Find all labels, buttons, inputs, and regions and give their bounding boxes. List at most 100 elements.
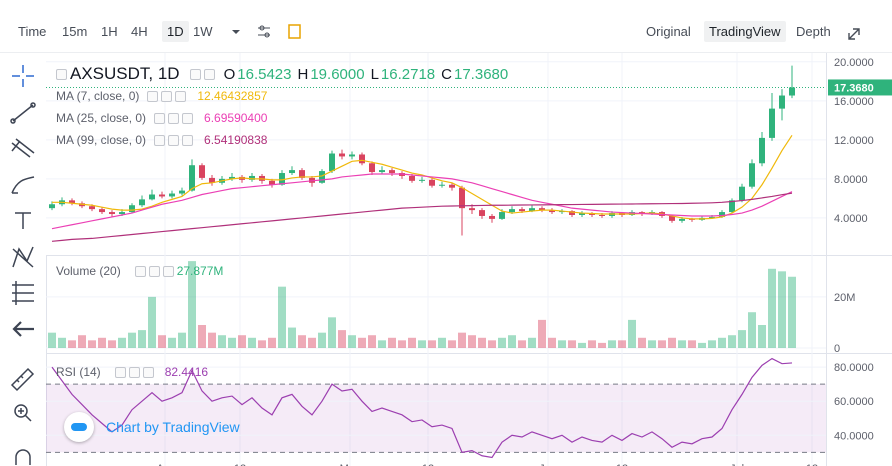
candle-body: [169, 193, 175, 197]
moving-average: [51, 173, 793, 230]
candle-body: [669, 215, 675, 221]
legend-icon: [182, 134, 194, 146]
collapse-icon: [56, 68, 67, 80]
magnet-tool[interactable]: [15, 449, 31, 465]
candle-body: [499, 212, 505, 219]
volume-bar: [48, 332, 56, 348]
pattern-tool[interactable]: [12, 246, 34, 268]
fib-tool[interactable]: [12, 281, 34, 305]
volume-bar: [478, 337, 486, 348]
volume-bar: [718, 337, 726, 348]
volume-bar: [788, 276, 796, 348]
zoom-tool[interactable]: [14, 404, 32, 422]
view-button[interactable]: Original: [646, 24, 691, 39]
candle-body: [529, 208, 535, 212]
indicator-icon[interactable]: [288, 24, 301, 39]
volume-bar: [188, 261, 196, 348]
dropdown[interactable]: [232, 30, 240, 34]
channel-tool[interactable]: [11, 138, 35, 158]
legend-icon: [148, 265, 160, 277]
candle-body: [149, 194, 155, 200]
candle-body: [199, 165, 205, 178]
ohlc-value: 19.6000: [310, 65, 365, 83]
volume-bar: [108, 340, 116, 348]
x-tick-label: 13: [806, 463, 818, 466]
volume-bar: [398, 340, 406, 348]
volume-bar: [218, 335, 226, 348]
ohlc-value: 16.5423: [237, 65, 292, 83]
y-tick-label: 8.0000: [834, 174, 868, 186]
interval-button[interactable]: 1W: [193, 24, 213, 39]
candle-body: [49, 204, 55, 209]
rsi-name: RSI (14): [56, 365, 101, 379]
crosshair-tool[interactable]: [12, 65, 34, 87]
candle-body: [409, 175, 415, 181]
volume-bar: [508, 335, 516, 348]
interval-button[interactable]: 1H: [101, 24, 118, 39]
candle-body: [159, 194, 165, 197]
volume-bar: [118, 337, 126, 348]
text-tool[interactable]: [15, 212, 31, 229]
candle-body: [779, 95, 785, 109]
legend-icon: [203, 68, 215, 80]
fullscreen-icon[interactable]: [848, 28, 860, 40]
legend-row: MA (99, close, 0) 6.54190838: [56, 133, 267, 147]
volume-bar: [358, 337, 366, 348]
candle-body: [89, 206, 95, 210]
volume-bar: [598, 342, 606, 348]
candle-body: [249, 175, 255, 180]
volume-bar: [408, 337, 416, 348]
volume-bar: [698, 342, 706, 348]
interval-button[interactable]: Time: [18, 24, 47, 39]
interval-button[interactable]: 15m: [62, 24, 88, 39]
view-button[interactable]: TradingView: [704, 21, 786, 42]
candle-body: [279, 173, 285, 185]
candle-body: [789, 87, 795, 96]
back-tool[interactable]: [12, 321, 34, 337]
volume-bar: [498, 337, 506, 348]
volume-bar: [778, 271, 786, 348]
volume-bar: [128, 332, 136, 348]
ma-value: 6.69590400: [204, 111, 268, 125]
candle-body: [709, 216, 715, 218]
candle-body: [729, 200, 735, 213]
volume-bar: [228, 337, 236, 348]
legend-icon: [168, 134, 180, 146]
brush-tool[interactable]: [11, 176, 35, 194]
volume-bar: [378, 340, 386, 348]
settings-icon[interactable]: [258, 25, 270, 38]
volume-bar: [258, 340, 266, 348]
candle-body: [599, 214, 605, 216]
ruler-tool[interactable]: [10, 367, 35, 392]
candle-body: [269, 180, 275, 185]
line-tool[interactable]: [10, 102, 36, 124]
volume-bar: [388, 337, 396, 348]
symbol: AXSUSDT, 1D: [70, 64, 180, 83]
interval-button[interactable]: 4H: [131, 24, 148, 39]
volume-bar: [418, 340, 426, 348]
interval-button[interactable]: 1D: [162, 21, 189, 42]
last-price-label: 17.3680: [834, 82, 874, 94]
legend-icon: [128, 366, 140, 378]
volume-bar: [558, 340, 566, 348]
watermark-logo: [64, 412, 94, 442]
candle-body: [129, 205, 135, 213]
volume-bar: [58, 337, 66, 348]
y-tick-label: 20M: [834, 292, 855, 304]
legend-icon: [142, 366, 154, 378]
candle-body: [179, 190, 185, 194]
candle-body: [389, 170, 395, 174]
candle-body: [579, 213, 585, 215]
volume-bar: [78, 335, 86, 348]
volume-bar: [288, 327, 296, 348]
volume-bar: [688, 340, 696, 348]
chart: Apr 12 May 12 Jun 13 Jul 13 4.0000 8.0000 12.0000 1…: [46, 53, 892, 466]
volume-bar: [468, 335, 476, 348]
legend-icon: [168, 112, 180, 124]
volume-bar: [168, 337, 176, 348]
candle-body: [189, 165, 195, 191]
view-button[interactable]: Depth: [796, 24, 831, 39]
volume-bar: [548, 337, 556, 348]
ohlc-value: 17.3680: [454, 65, 509, 83]
candle-body: [489, 215, 495, 219]
